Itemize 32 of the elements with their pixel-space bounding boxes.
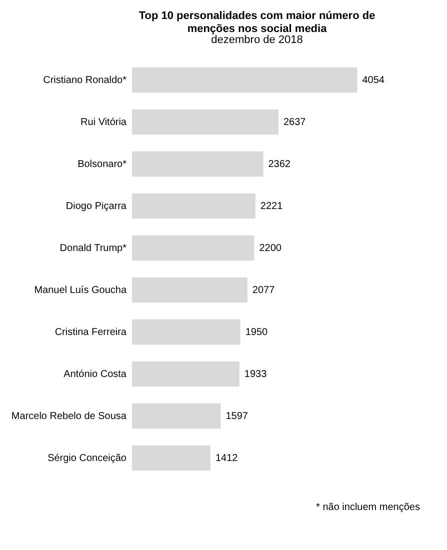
bar bbox=[132, 361, 240, 387]
y-tick-label: Cristina Ferreira bbox=[54, 327, 127, 338]
bar bbox=[132, 403, 221, 429]
bar bbox=[132, 67, 358, 93]
y-tick-label: Sérgio Conceição bbox=[48, 453, 127, 464]
bar bbox=[132, 151, 264, 177]
bar bbox=[132, 235, 254, 261]
y-tick-label: Bolsonaro* bbox=[78, 159, 127, 170]
data-label: 2077 bbox=[252, 285, 276, 296]
data-label: 2221 bbox=[260, 201, 284, 212]
data-label: 2637 bbox=[284, 117, 306, 128]
data-label: 4054 bbox=[362, 75, 385, 86]
data-label: 2200 bbox=[259, 243, 282, 254]
data-label: 2362 bbox=[268, 159, 291, 170]
bar bbox=[132, 109, 278, 135]
data-label: 1933 bbox=[244, 369, 268, 380]
y-tick-label: Marcelo Rebelo de Sousa bbox=[11, 411, 127, 422]
y-tick-label: Cristiano Ronaldo* bbox=[43, 75, 127, 86]
y-tick-label: António Costa bbox=[64, 369, 127, 380]
data-label: 1950 bbox=[245, 327, 268, 338]
y-tick-label: Manuel Luís Goucha bbox=[34, 285, 127, 296]
data-label: 1597 bbox=[226, 411, 248, 422]
bar bbox=[132, 277, 248, 303]
y-tick-label: Diogo Piçarra bbox=[66, 201, 127, 212]
bar bbox=[132, 445, 210, 471]
y-tick-label: Rui Vitória bbox=[80, 117, 127, 128]
y-tick-label: Donald Trump* bbox=[60, 243, 127, 254]
data-label: 1412 bbox=[215, 453, 238, 464]
text: * não incluem menções bbox=[315, 502, 420, 513]
bar bbox=[132, 193, 256, 219]
chart-subtitle: dezembro de 2018 bbox=[211, 34, 303, 46]
bar bbox=[132, 319, 240, 345]
